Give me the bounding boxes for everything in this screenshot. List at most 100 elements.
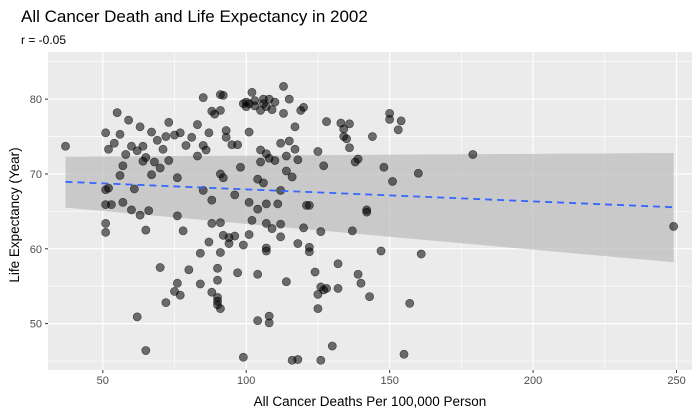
- data-point: [347, 226, 357, 236]
- data-point: [193, 120, 202, 129]
- data-point: [147, 170, 156, 180]
- data-point: [132, 312, 142, 322]
- x-tick-label: 250: [667, 375, 685, 387]
- data-point: [270, 156, 280, 165]
- data-point: [135, 122, 145, 132]
- data-point: [388, 177, 397, 186]
- data-point: [115, 129, 125, 139]
- data-point: [322, 117, 331, 126]
- data-point: [172, 278, 182, 288]
- data-point: [207, 195, 217, 205]
- data-point: [233, 268, 243, 278]
- x-axis-ticks: 50 100 150 200 250: [97, 370, 686, 387]
- data-point: [310, 267, 320, 277]
- data-point: [193, 151, 202, 161]
- data-point: [342, 134, 352, 144]
- data-point: [221, 126, 231, 135]
- data-point: [281, 151, 291, 161]
- y-axis-title: Life Expectancy (Year): [7, 147, 22, 282]
- data-point: [304, 247, 314, 257]
- data-point: [276, 232, 286, 242]
- data-point: [399, 349, 409, 359]
- data-point: [207, 218, 217, 228]
- y-tick-label: 60: [30, 244, 42, 256]
- data-point: [198, 93, 208, 103]
- data-point: [250, 96, 260, 106]
- data-point: [181, 141, 191, 150]
- data-point: [213, 263, 222, 273]
- data-point: [158, 144, 168, 154]
- data-point: [216, 304, 225, 314]
- data-point: [129, 184, 139, 194]
- data-point: [164, 156, 174, 165]
- data-point: [187, 132, 197, 142]
- data-point: [216, 105, 225, 115]
- data-point: [121, 150, 131, 159]
- data-point: [284, 136, 294, 146]
- data-point: [101, 128, 111, 138]
- data-point: [132, 146, 142, 156]
- data-point: [106, 200, 116, 210]
- data-point: [385, 108, 395, 118]
- data-point: [396, 116, 406, 126]
- data-point: [256, 157, 265, 167]
- data-point: [281, 277, 291, 287]
- data-point: [175, 128, 185, 138]
- data-point: [365, 292, 374, 302]
- data-point: [118, 161, 128, 171]
- data-point: [333, 259, 343, 269]
- data-point: [287, 172, 297, 182]
- data-point: [313, 147, 323, 156]
- data-point: [244, 230, 254, 239]
- data-point: [267, 224, 277, 233]
- x-tick-label: 150: [380, 375, 398, 387]
- data-point: [405, 299, 415, 308]
- data-point: [195, 248, 205, 258]
- data-point: [175, 290, 185, 300]
- data-point: [172, 211, 182, 221]
- data-point: [204, 237, 214, 247]
- data-point: [270, 97, 280, 107]
- data-point: [115, 171, 125, 180]
- data-point: [244, 197, 254, 207]
- data-point: [238, 240, 248, 250]
- data-point: [135, 210, 145, 220]
- data-point: [379, 162, 389, 172]
- y-axis-ticks: 50 60 70 80: [30, 94, 48, 331]
- data-point: [322, 284, 331, 293]
- data-point: [204, 128, 214, 138]
- data-point: [293, 155, 303, 165]
- data-point: [413, 168, 423, 178]
- data-point: [244, 127, 254, 137]
- data-point: [267, 105, 277, 115]
- data-point: [356, 278, 366, 288]
- data-point: [253, 316, 263, 326]
- chart-subtitle: r = -0.05: [21, 33, 66, 47]
- data-point: [216, 248, 225, 257]
- data-point: [118, 197, 128, 207]
- data-point: [293, 355, 303, 364]
- data-point: [138, 141, 148, 151]
- data-point: [238, 352, 248, 362]
- data-point: [141, 153, 151, 162]
- data-point: [468, 150, 478, 159]
- data-point: [101, 218, 111, 228]
- data-point: [261, 218, 271, 228]
- data-point: [124, 115, 134, 125]
- data-point: [259, 178, 268, 188]
- data-point: [152, 135, 162, 145]
- data-point: [304, 200, 314, 210]
- data-point: [353, 154, 363, 164]
- data-point: [669, 221, 679, 231]
- y-tick-label: 50: [30, 319, 42, 331]
- trend-line: [65, 180, 674, 209]
- data-point: [293, 239, 303, 248]
- data-point: [141, 225, 151, 235]
- chart-title: All Cancer Death and Life Expectancy in …: [21, 7, 368, 26]
- data-point: [195, 279, 205, 289]
- data-point: [147, 127, 156, 137]
- data-point: [416, 249, 426, 259]
- data-point: [273, 199, 283, 209]
- data-point: [261, 246, 271, 256]
